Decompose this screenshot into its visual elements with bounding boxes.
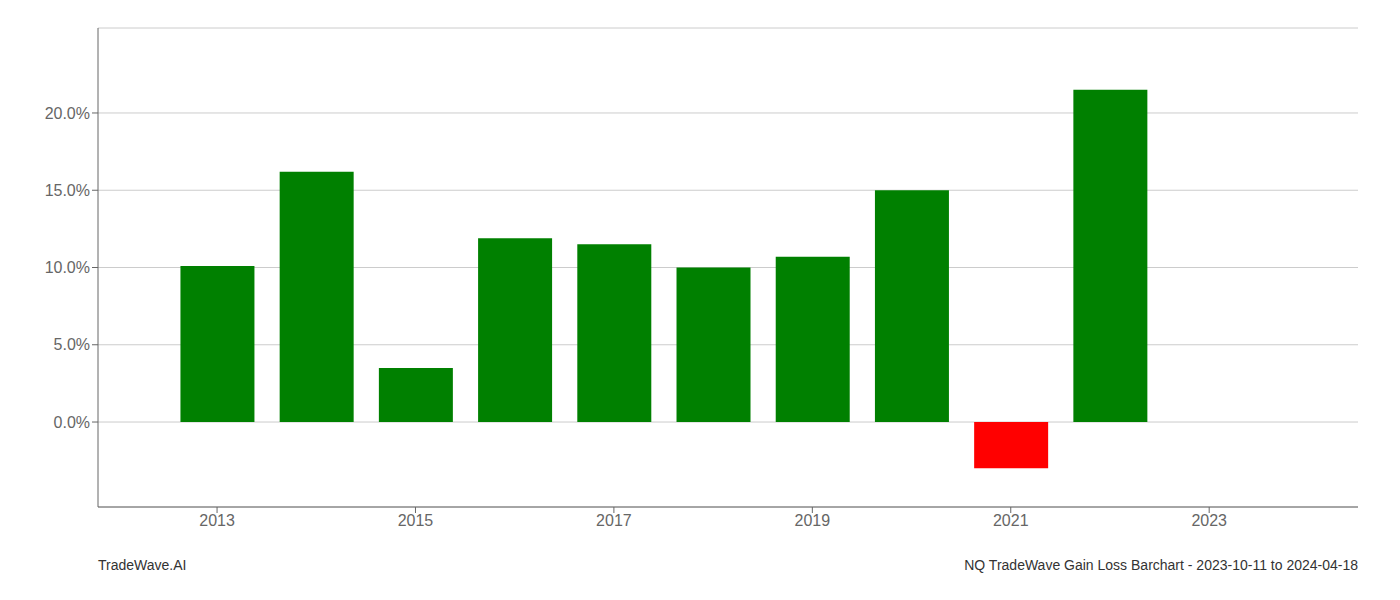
svg-text:2013: 2013 xyxy=(199,512,235,529)
svg-text:20.0%: 20.0% xyxy=(45,105,90,122)
html-text:TradeWave.AI: TradeWave.AI xyxy=(98,557,187,573)
svg-text:2021: 2021 xyxy=(993,512,1029,529)
svg-text:2015: 2015 xyxy=(398,512,434,529)
svg-text:5.0%: 5.0% xyxy=(54,336,90,353)
svg-text:2017: 2017 xyxy=(596,512,632,529)
html-text:NQ TradeWave Gain Loss Barchar: NQ TradeWave Gain Loss Barchart - 2023-1… xyxy=(964,557,1358,573)
svg-text:0.0%: 0.0% xyxy=(54,414,90,431)
svg-text:10.0%: 10.0% xyxy=(45,259,90,276)
svg-text:2023: 2023 xyxy=(1191,512,1227,529)
svg-text:2019: 2019 xyxy=(795,512,831,529)
svg-text:15.0%: 15.0% xyxy=(45,182,90,199)
